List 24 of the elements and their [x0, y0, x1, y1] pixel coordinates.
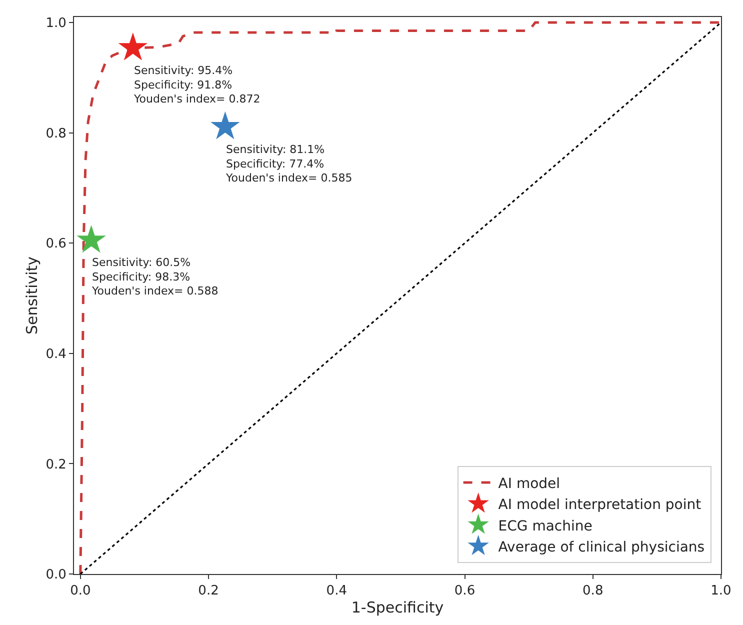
- legend-label: ECG machine: [498, 518, 592, 534]
- annotation: Sensitivity: 81.1% Specificity: 77.4% Youden's index= 0.585: [225, 143, 352, 185]
- x-tick-label: 0.0: [70, 584, 91, 599]
- point: [210, 111, 240, 140]
- point: [118, 32, 148, 60]
- x-axis-title: 1-Specificity: [351, 598, 444, 617]
- annotation: Sensitivity: 60.5% Specificity: 98.3% Youden's index= 0.588: [91, 256, 218, 298]
- x-tick-label: 0.2: [198, 584, 219, 599]
- x-tick-label: 0.8: [582, 584, 604, 599]
- annotation: Sensitivity: 95.4% Specificity: 91.8% Youden's index= 0.872: [133, 64, 260, 106]
- y-tick-label: 0.0: [46, 568, 66, 583]
- y-tick-label: 0.6: [46, 236, 66, 252]
- legend-label: AI model interpretation point: [498, 497, 702, 514]
- y-tick-label: 0.2: [46, 457, 66, 472]
- y-tick-label: 1.0: [46, 16, 66, 32]
- x-tick-label: 0.4: [326, 584, 347, 599]
- legend-label: Average of clinical physicians: [498, 540, 705, 556]
- y-tick-label: 0.4: [46, 346, 66, 362]
- x-tick-label: 1.0: [710, 584, 732, 599]
- y-axis-title: Sensitivity: [22, 256, 41, 335]
- legend-label: AI model: [498, 476, 560, 492]
- point: [76, 224, 106, 253]
- y-tick-label: 0.8: [46, 126, 66, 142]
- x-tick-label: 0.6: [454, 584, 476, 599]
